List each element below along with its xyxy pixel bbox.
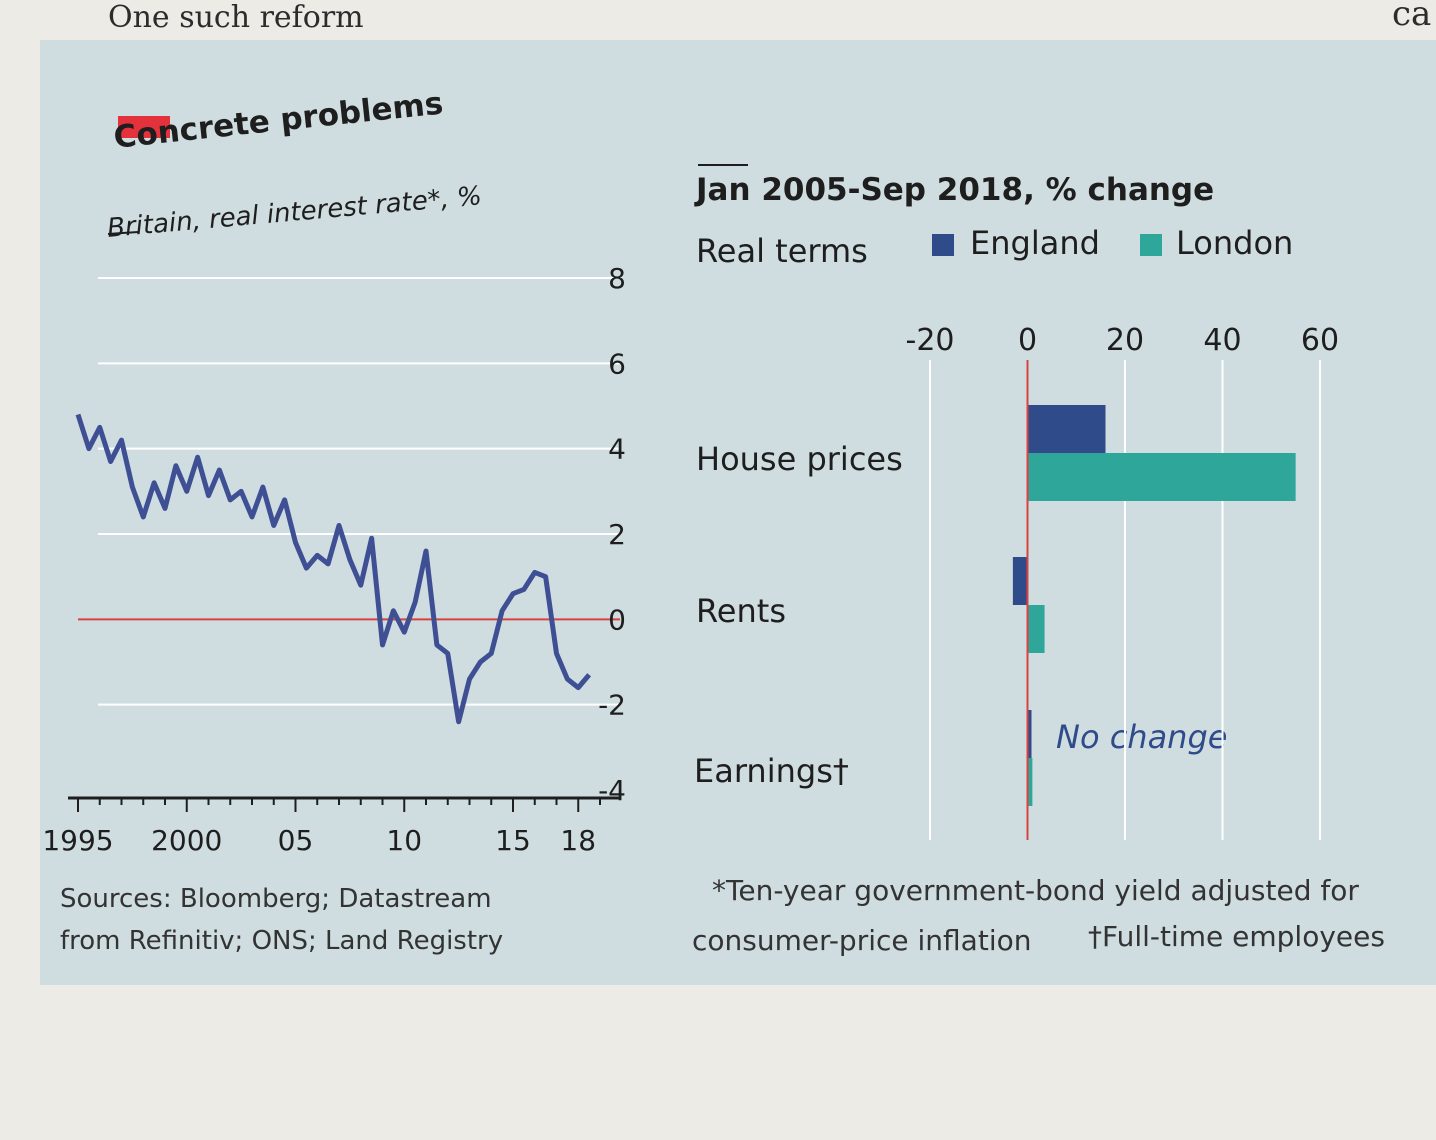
legend-swatch-england bbox=[932, 234, 954, 256]
bar-x-tick-label: 40 bbox=[1203, 323, 1241, 358]
legend-label-london: London bbox=[1176, 224, 1294, 262]
footnote-line-1: *Ten-year government-bond yield adjusted… bbox=[712, 874, 1359, 907]
y-tick-label: 0 bbox=[608, 603, 626, 636]
bar-x-tick-label: 60 bbox=[1301, 323, 1339, 358]
y-tick-label: 2 bbox=[608, 518, 626, 551]
x-tick-label: 10 bbox=[386, 824, 422, 857]
subtitle-rule-right bbox=[698, 164, 748, 166]
bar-england bbox=[1027, 710, 1032, 758]
bar-chart-note: Real terms bbox=[696, 232, 868, 270]
bar-x-tick-label: 20 bbox=[1106, 323, 1144, 358]
x-tick-label: 05 bbox=[278, 824, 314, 857]
x-tick-label: 2000 bbox=[151, 824, 222, 857]
bar-england bbox=[1012, 557, 1028, 605]
bar-london bbox=[1027, 453, 1296, 501]
x-tick-label: 15 bbox=[495, 824, 531, 857]
body-text-top: One such reform bbox=[108, 0, 364, 35]
x-tick-label: 1995 bbox=[42, 824, 113, 857]
sources-line-2: from Refinitiv; ONS; Land Registry bbox=[60, 926, 504, 956]
x-tick-label: 18 bbox=[560, 824, 596, 857]
category-label-earnings: Earnings† bbox=[694, 752, 849, 790]
body-text-right-1: ca bbox=[1392, 0, 1432, 34]
y-tick-label: -4 bbox=[598, 774, 626, 807]
y-tick-label: 4 bbox=[608, 433, 626, 466]
bar-chart-subtitle: Jan 2005-Sep 2018, % change bbox=[696, 172, 1215, 208]
bar-london bbox=[1027, 758, 1033, 806]
no-change-annotation: No change bbox=[1056, 718, 1228, 756]
footnote-dagger: †Full-time employees bbox=[1088, 920, 1385, 953]
legend-swatch-london bbox=[1140, 234, 1162, 256]
sources-line-1: Sources: Bloomberg; Datastream bbox=[60, 884, 492, 914]
category-label-rents: Rents bbox=[696, 592, 786, 630]
interest-rate-line bbox=[75, 413, 592, 725]
y-tick-label: 6 bbox=[608, 347, 626, 380]
bar-england bbox=[1027, 405, 1106, 453]
legend-label-england: England bbox=[970, 224, 1100, 262]
bar-x-tick-label: -20 bbox=[906, 323, 955, 358]
category-label-house-prices: House prices bbox=[696, 440, 903, 478]
bar-london bbox=[1027, 605, 1045, 653]
brand-tag bbox=[118, 116, 170, 138]
y-tick-label: -2 bbox=[598, 689, 626, 722]
y-tick-label: 8 bbox=[608, 262, 626, 295]
bar-x-tick-label: 0 bbox=[1018, 323, 1037, 358]
footnote-line-2: consumer-price inflation bbox=[692, 924, 1032, 957]
